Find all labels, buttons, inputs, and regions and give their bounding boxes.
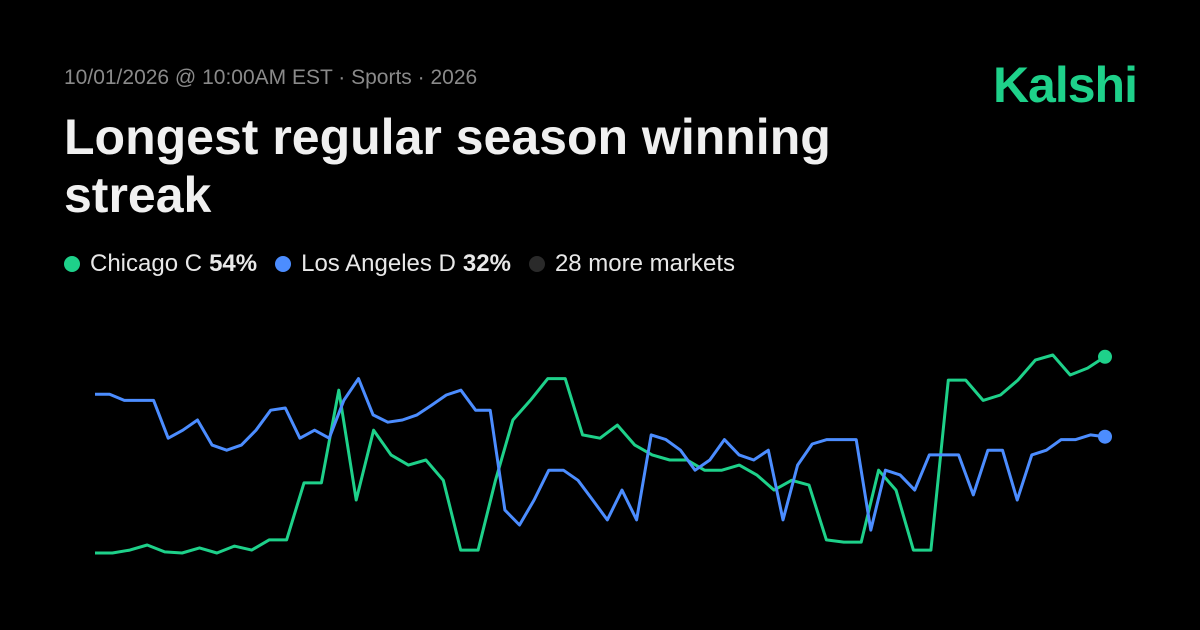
chart-title: Longest regular season winning streak	[64, 109, 831, 223]
legend-item: 28 more markets	[528, 250, 735, 278]
legend-item: Los Angeles D 32%	[275, 250, 511, 278]
meta: 10/01/2026 @ 10:00AM EST · Sports · 2026	[64, 66, 478, 89]
legend-name: Chicago C	[90, 250, 203, 277]
series-line	[95, 377, 1106, 532]
legend-dot	[275, 256, 292, 272]
legend-chance: 32%	[462, 250, 511, 277]
legend-dot	[528, 256, 545, 272]
series-line	[95, 353, 1106, 555]
brand-logo: Kalshi	[992, 57, 1138, 113]
legend-more: 28 more markets	[554, 250, 735, 277]
legend-name: Los Angeles D	[301, 250, 456, 277]
end-dot	[1098, 349, 1112, 364]
legend-dot	[64, 256, 80, 272]
end-dot	[1098, 429, 1112, 444]
legend-item: Chicago C 54%	[64, 250, 257, 278]
legend: Chicago C 54% Los Angeles D 32% 28 more mark…	[64, 250, 753, 278]
legend-chance: 54%	[209, 250, 258, 277]
